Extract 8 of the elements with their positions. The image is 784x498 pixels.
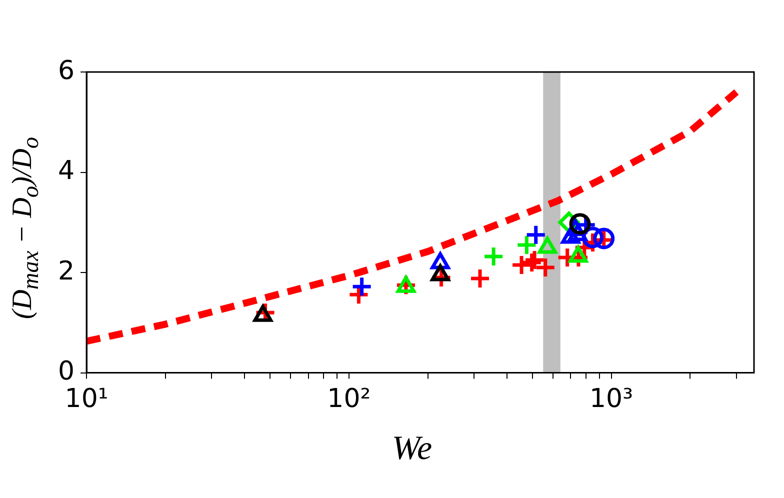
y-tick-label: 6: [58, 56, 75, 86]
x-tick-label: 10¹: [64, 384, 108, 414]
y-tick-label: 2: [58, 256, 75, 286]
x-tick-label: 10²: [327, 384, 371, 414]
x-axis-title: We: [390, 430, 434, 468]
y-tick-label: 4: [58, 156, 75, 186]
y-tick-label: 0: [58, 356, 75, 387]
x-tick-label: 10³: [590, 384, 634, 414]
